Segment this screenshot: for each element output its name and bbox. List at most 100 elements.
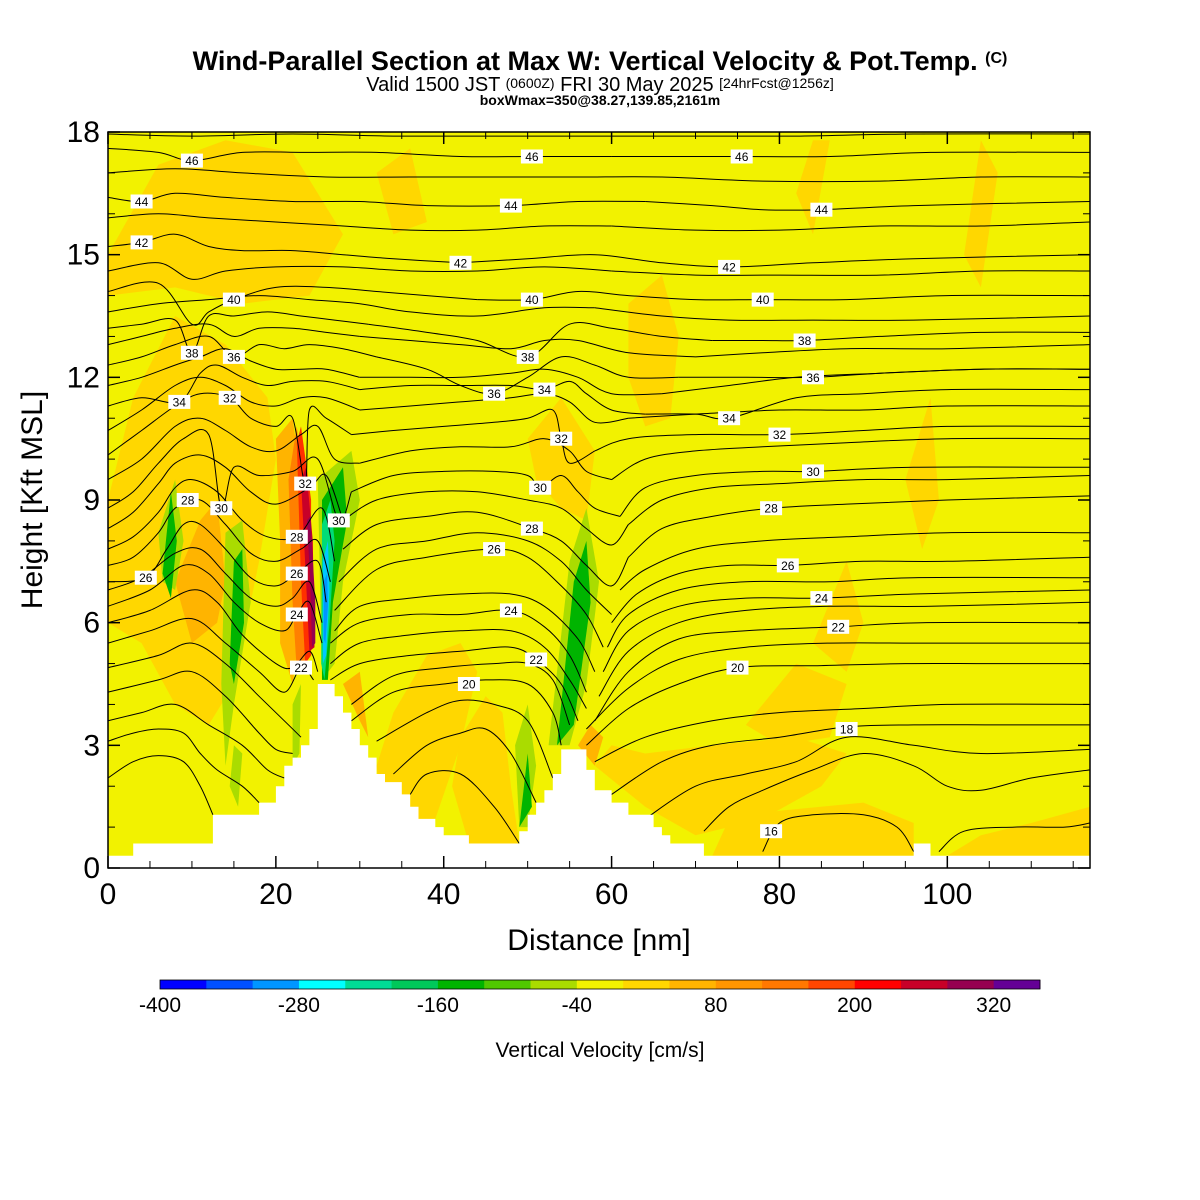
contour-label-bg bbox=[180, 153, 203, 168]
contour-label-40: 40 bbox=[525, 293, 539, 307]
contour-label-36: 36 bbox=[487, 387, 501, 401]
contour-label-42: 42 bbox=[454, 256, 468, 270]
contour-label-bg bbox=[810, 202, 833, 217]
y-tick-label: 15 bbox=[67, 239, 100, 272]
theta-contour-46-82 bbox=[108, 147, 612, 162]
theta-contour-32-49 bbox=[351, 408, 596, 464]
theta-contour-23-21 bbox=[108, 589, 319, 672]
y-tick-label: 18 bbox=[67, 116, 100, 149]
contour-label-bg bbox=[768, 427, 791, 442]
velocity-fill-4 bbox=[594, 737, 847, 836]
theta-contour-37-63 bbox=[108, 323, 360, 346]
contour-label-22: 22 bbox=[294, 661, 308, 675]
theta-contour-30-42 bbox=[108, 429, 352, 522]
theta-contour-31-46 bbox=[359, 438, 612, 481]
theta-contour-24-25 bbox=[330, 609, 587, 693]
contour-label-40: 40 bbox=[756, 293, 770, 307]
colorbar-swatch bbox=[437, 980, 485, 989]
contour-label-28: 28 bbox=[764, 502, 778, 516]
x-tick-label: 40 bbox=[427, 878, 460, 911]
theta-contour-19-9 bbox=[108, 703, 285, 779]
theta-contour-38-68 bbox=[712, 331, 1090, 342]
velocity-fill-5 bbox=[712, 802, 914, 856]
theta-contour-39-69 bbox=[108, 295, 595, 317]
theta-contour-18-6 bbox=[108, 728, 260, 803]
contour-label-32: 32 bbox=[299, 477, 313, 491]
theta-contour-18-8 bbox=[611, 724, 1090, 795]
theta-contour-24-26 bbox=[602, 589, 1090, 672]
contour-label-bg bbox=[751, 292, 774, 307]
contour-label-bg bbox=[130, 235, 153, 250]
contour-label-bg bbox=[810, 591, 833, 606]
colorbar-swatch bbox=[484, 980, 531, 989]
colorbar-swatch bbox=[947, 980, 995, 989]
contour-label-bg bbox=[449, 255, 472, 270]
contour-label-24: 24 bbox=[290, 608, 304, 622]
theta-contour-41-73 bbox=[108, 262, 612, 280]
velocity-fill-31 bbox=[229, 549, 244, 684]
x-axis-title: Distance [nm] bbox=[507, 924, 690, 957]
theta-contour-24-24 bbox=[108, 564, 323, 644]
theta-contour-27-33 bbox=[108, 498, 331, 582]
contour-label-bg bbox=[285, 529, 308, 544]
theta-contour-22-20 bbox=[594, 621, 1090, 722]
contour-label-44: 44 bbox=[815, 203, 829, 217]
contour-label-bg bbox=[835, 722, 858, 736]
x-tick-label: 100 bbox=[922, 878, 972, 911]
contour-label-bg bbox=[176, 493, 199, 507]
y-tick-label: 6 bbox=[83, 607, 100, 640]
contour-label-bg bbox=[550, 431, 573, 446]
contour-label-bg bbox=[802, 464, 824, 479]
theta-contour-45-81 bbox=[108, 168, 1090, 183]
contour-label-bg bbox=[327, 513, 350, 528]
y-tick-label: 0 bbox=[83, 852, 100, 885]
contour-label-28: 28 bbox=[181, 494, 195, 508]
theta-contour-27-34 bbox=[338, 532, 612, 615]
colorbar-tick-label: 80 bbox=[704, 994, 727, 1017]
theta-contour-17-3 bbox=[108, 755, 214, 816]
contour-label-46: 46 bbox=[735, 150, 749, 164]
theta-contour-18-7 bbox=[393, 727, 537, 803]
contour-label-bg bbox=[483, 542, 506, 557]
colorbar-swatch bbox=[391, 980, 439, 989]
valid-date: FRI 30 May 2025 bbox=[560, 74, 714, 96]
theta-contour-21-16 bbox=[351, 661, 571, 726]
theta-contour-39-70 bbox=[594, 307, 1090, 321]
contour-label-bg bbox=[222, 292, 245, 307]
contour-label-bg bbox=[168, 394, 191, 409]
contour-label-bg bbox=[285, 566, 308, 581]
contour-label-34: 34 bbox=[722, 412, 736, 426]
theta-contour-44-79 bbox=[108, 192, 646, 207]
valid-utc: (0600Z) bbox=[505, 75, 555, 91]
theta-contour-29-41 bbox=[628, 475, 1090, 525]
theta-contour-47-84 bbox=[108, 133, 1090, 137]
contour-label-44: 44 bbox=[135, 195, 149, 209]
contour-label-bg bbox=[760, 501, 783, 516]
contour-label-26: 26 bbox=[290, 567, 304, 581]
velocity-fill-26 bbox=[292, 684, 301, 766]
colorbar-swatch bbox=[669, 980, 717, 989]
theta-contour-36-62 bbox=[678, 368, 1090, 379]
contour-label-bg bbox=[483, 386, 506, 401]
contour-label-44: 44 bbox=[504, 199, 518, 213]
contour-label-36: 36 bbox=[227, 350, 241, 364]
contour-label-26: 26 bbox=[139, 571, 153, 585]
colorbar-swatch bbox=[345, 980, 392, 989]
colorbar-swatch bbox=[623, 980, 670, 989]
contour-label-38: 38 bbox=[185, 346, 199, 360]
contour-label-18: 18 bbox=[840, 723, 854, 737]
y-tick-label: 9 bbox=[83, 484, 100, 517]
velocity-fill-14 bbox=[376, 148, 427, 235]
contour-label-bg bbox=[130, 194, 153, 209]
contour-label-38: 38 bbox=[521, 350, 535, 364]
colorbar-swatch bbox=[206, 980, 254, 989]
theta-contour-20-14 bbox=[586, 662, 1090, 746]
theta-contour-40-72 bbox=[477, 290, 1090, 301]
contour-label-bg bbox=[726, 660, 749, 675]
copyright-mark: (C) bbox=[985, 50, 1008, 67]
theta-contour-33-52 bbox=[359, 393, 629, 424]
contour-label-46: 46 bbox=[525, 150, 539, 164]
colorbar-swatch bbox=[252, 980, 300, 989]
colorbar-swatch bbox=[160, 980, 207, 989]
contour-label-bg bbox=[134, 570, 157, 585]
